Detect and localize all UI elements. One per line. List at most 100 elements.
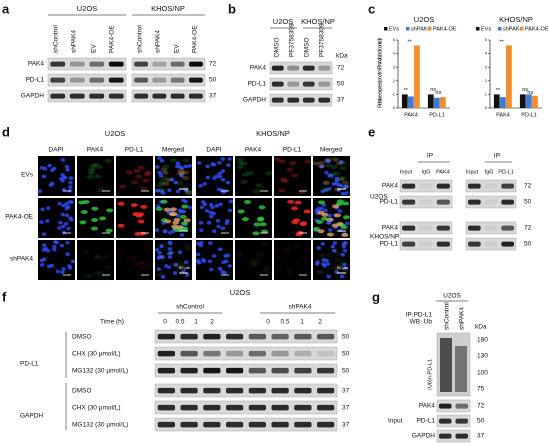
signal xyxy=(163,207,171,212)
nucleus xyxy=(47,163,52,168)
nucleus xyxy=(199,228,204,233)
significance: ns xyxy=(527,90,533,96)
blot-band xyxy=(271,350,289,357)
signal xyxy=(253,189,261,194)
kda-label: 37 xyxy=(209,93,217,100)
blot-band xyxy=(50,61,66,67)
group-label: shControl xyxy=(176,304,204,311)
nucleus xyxy=(208,241,213,245)
nucleus xyxy=(41,174,47,179)
signal xyxy=(169,207,177,212)
nucleus xyxy=(220,169,226,173)
group-label: KHOS/NP xyxy=(256,129,290,138)
ub-smear xyxy=(440,338,452,392)
nucleus xyxy=(327,173,332,178)
cells xyxy=(154,156,193,195)
bar xyxy=(427,94,434,108)
signal xyxy=(160,176,168,181)
y-tick-label: 1 xyxy=(485,91,488,96)
nucleus xyxy=(330,244,335,249)
nucleus xyxy=(198,184,203,188)
signal xyxy=(273,248,281,253)
nucleus xyxy=(338,228,343,233)
signal xyxy=(89,166,97,171)
signal xyxy=(330,247,338,252)
nucleus xyxy=(55,269,61,274)
signal xyxy=(342,201,350,206)
bar xyxy=(433,97,440,108)
signal xyxy=(145,263,153,268)
nucleus xyxy=(51,166,57,171)
time-value: 2 xyxy=(210,319,214,326)
signal xyxy=(240,161,248,166)
signal xyxy=(118,184,126,189)
blot-strip xyxy=(436,414,471,428)
signal xyxy=(92,162,100,167)
blot-band xyxy=(69,61,85,67)
cells xyxy=(237,199,269,236)
signal xyxy=(102,254,110,259)
nucleus xyxy=(181,198,186,203)
signal xyxy=(133,263,141,268)
nucleus xyxy=(41,232,47,236)
nucleus xyxy=(62,175,68,180)
blot-band xyxy=(50,77,66,83)
blot-band xyxy=(157,387,176,394)
blot-band xyxy=(438,403,452,409)
nucleus xyxy=(61,187,67,192)
significance: ** xyxy=(496,88,501,94)
blot-strip xyxy=(154,400,338,415)
signal xyxy=(286,167,294,172)
blot-band xyxy=(89,61,105,67)
nucleus xyxy=(225,219,230,223)
cells xyxy=(312,199,350,237)
x-tick-label: PAK4 xyxy=(496,112,510,118)
signal xyxy=(157,188,165,193)
nucleus xyxy=(53,240,58,244)
signal xyxy=(117,201,125,206)
panel-label: e xyxy=(368,124,375,139)
signal xyxy=(184,246,192,251)
blot-band xyxy=(271,387,289,394)
nucleus xyxy=(173,263,179,267)
signal xyxy=(333,266,341,271)
blot-band xyxy=(203,350,221,357)
signal xyxy=(255,183,263,188)
row-label: PD-L1 xyxy=(417,418,436,425)
nucleus xyxy=(316,206,321,211)
blot-strip xyxy=(131,57,206,71)
signal xyxy=(168,250,176,255)
nucleus xyxy=(184,260,189,264)
blot-band xyxy=(108,77,124,83)
signal xyxy=(274,256,282,261)
signal xyxy=(252,231,260,236)
nucleus xyxy=(222,271,227,275)
blot-band xyxy=(318,97,331,103)
blot-strip xyxy=(269,77,333,91)
signal xyxy=(91,226,99,231)
signal xyxy=(294,261,302,266)
blot-band xyxy=(316,333,335,340)
nucleus xyxy=(175,161,181,165)
nucleus xyxy=(39,258,45,263)
column-label: PAK4 xyxy=(87,147,104,154)
nucleus xyxy=(160,255,165,259)
kda-label: 50 xyxy=(524,199,532,206)
lane-label: PAK4 xyxy=(436,169,450,175)
group-label: KHOS/NP xyxy=(151,4,185,13)
nucleus xyxy=(60,173,65,177)
signal xyxy=(130,256,138,261)
nucleus xyxy=(60,270,65,275)
nucleus xyxy=(214,204,220,208)
signal xyxy=(144,241,152,246)
nucleus xyxy=(332,248,337,253)
blot-strip xyxy=(399,237,453,251)
signal xyxy=(333,187,341,192)
column-label: PD-L1 xyxy=(125,147,144,154)
signal xyxy=(93,254,101,259)
micrograph xyxy=(235,156,272,196)
nucleus xyxy=(220,157,225,161)
lane-label: DMSO xyxy=(304,38,311,58)
signal xyxy=(322,181,330,186)
